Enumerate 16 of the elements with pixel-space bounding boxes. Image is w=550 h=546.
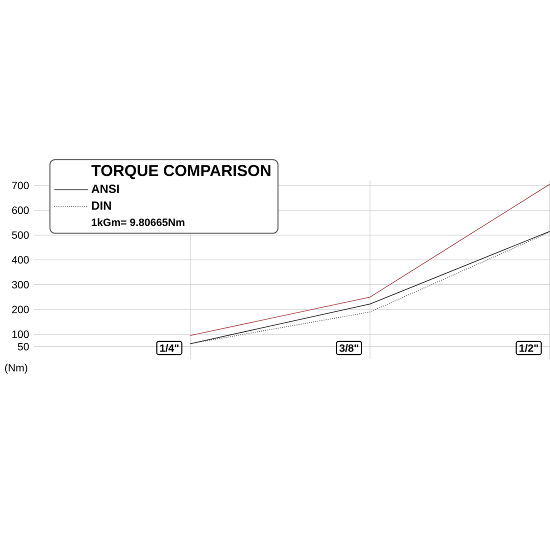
y-axis-title: (Nm) <box>5 364 28 374</box>
x-tick-label: 1/2" <box>520 344 538 352</box>
y-tick-label: 100 <box>12 330 29 338</box>
y-tick-label: 300 <box>12 281 29 289</box>
y-tick-label: 400 <box>12 256 29 264</box>
legend-title: TORQUE COMPARISON <box>91 165 270 180</box>
annotation: 1kGm= 9.80665Nm <box>92 218 184 226</box>
y-tick-label: 50 <box>18 343 29 351</box>
x-tick-label: 3/8" <box>339 344 358 352</box>
y-tick-label: 500 <box>12 232 29 240</box>
y-tick-label: 200 <box>12 306 29 314</box>
y-tick-label: 600 <box>12 206 29 214</box>
y-tick-label: 700 <box>12 182 29 190</box>
legend-label: ANSI <box>91 184 119 194</box>
x-tick-label: 1/4" <box>160 344 178 352</box>
legend-label: DIN <box>92 202 111 210</box>
